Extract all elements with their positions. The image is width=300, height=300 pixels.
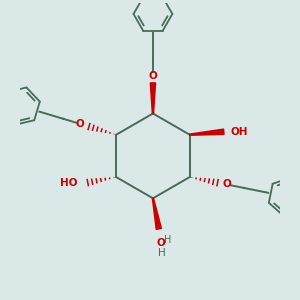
- Text: O: O: [157, 238, 166, 248]
- Text: OH: OH: [231, 127, 248, 137]
- Text: HO: HO: [60, 178, 77, 188]
- Polygon shape: [190, 129, 224, 135]
- Polygon shape: [150, 83, 156, 113]
- Text: O: O: [76, 119, 85, 129]
- Text: O: O: [222, 179, 231, 190]
- Text: O: O: [148, 71, 157, 81]
- Polygon shape: [152, 198, 161, 230]
- Text: H: H: [164, 235, 171, 245]
- Text: H: H: [158, 248, 166, 258]
